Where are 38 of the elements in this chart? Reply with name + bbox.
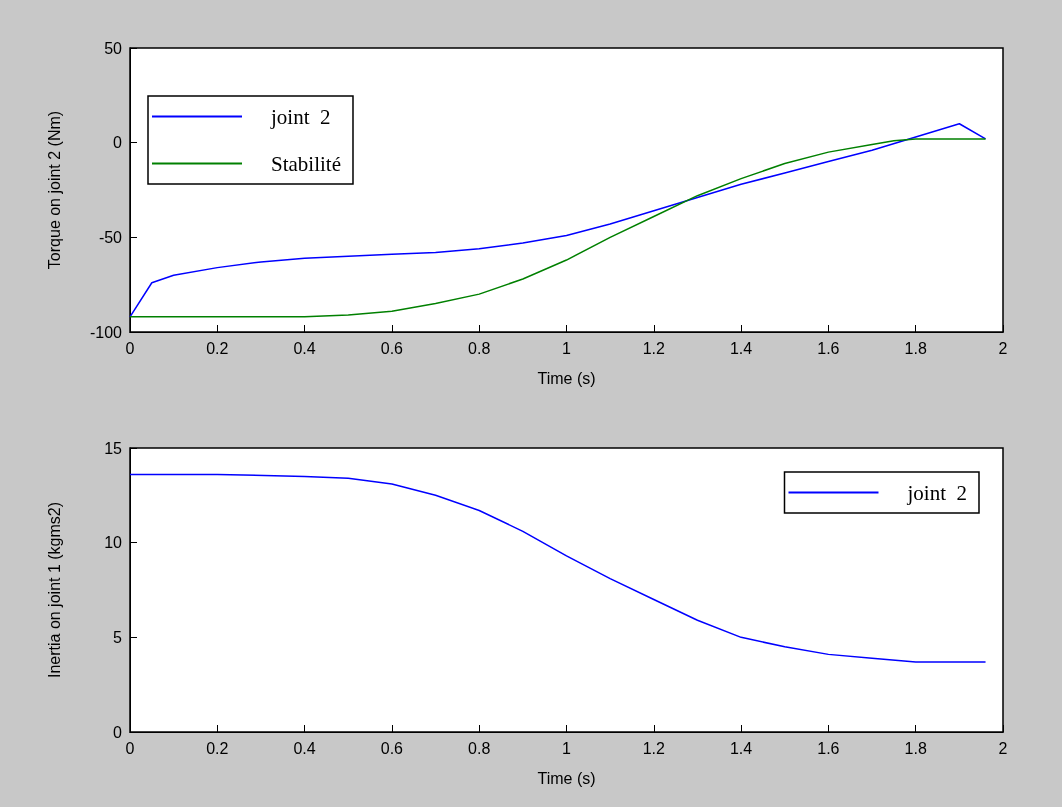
y-tick-label: -50: [98, 228, 123, 246]
y-axis-title: Inertia on joint 1 (kgms2): [45, 501, 63, 679]
x-tick-label: 1.8: [904, 339, 927, 357]
x-tick-label: 1.6: [817, 339, 840, 357]
x-tick-label: 1.2: [642, 739, 666, 757]
x-tick-label: 0.2: [206, 339, 229, 357]
x-tick-label: 0.6: [380, 739, 404, 757]
line-series: [129, 473, 987, 663]
x-axis-title: Time (s): [537, 769, 596, 787]
x-tick-label: 0.4: [293, 739, 316, 757]
y-tick-label: 0: [113, 134, 123, 152]
y-tick-label: 50: [104, 39, 123, 57]
y-tick-label: 5: [113, 628, 123, 646]
x-tick-label: 1: [562, 339, 572, 357]
y-tick-label: 0: [113, 723, 123, 741]
x-tick-label: 0: [125, 339, 135, 357]
legend-label: Stabilité: [271, 151, 341, 176]
x-axis-title: Time (s): [537, 369, 596, 387]
x-tick-label: 0.8: [468, 739, 491, 757]
x-tick-label: 2: [998, 739, 1008, 757]
x-tick-label: 0: [125, 739, 135, 757]
x-tick-label: 1: [562, 739, 572, 757]
x-tick-label: 1.4: [729, 339, 753, 357]
x-tick-label: 0.6: [380, 339, 404, 357]
x-tick-label: 2: [998, 339, 1008, 357]
y-axis-title: Torque on joint 2 (Nm): [45, 110, 63, 270]
x-tick-label: 1.8: [904, 739, 927, 757]
x-tick-label: 1.4: [729, 739, 753, 757]
legend-label: joint 2: [906, 480, 968, 505]
x-tick-label: 0.8: [468, 339, 491, 357]
y-tick-label: -100: [89, 323, 123, 341]
x-tick-label: 0.4: [293, 339, 316, 357]
y-tick-label: 10: [104, 534, 123, 552]
legend-label: joint 2: [270, 104, 331, 129]
x-tick-label: 1.6: [817, 739, 840, 757]
y-tick-label: 15: [104, 439, 123, 457]
x-tick-label: 1.2: [642, 339, 666, 357]
x-tick-label: 0.2: [206, 739, 229, 757]
